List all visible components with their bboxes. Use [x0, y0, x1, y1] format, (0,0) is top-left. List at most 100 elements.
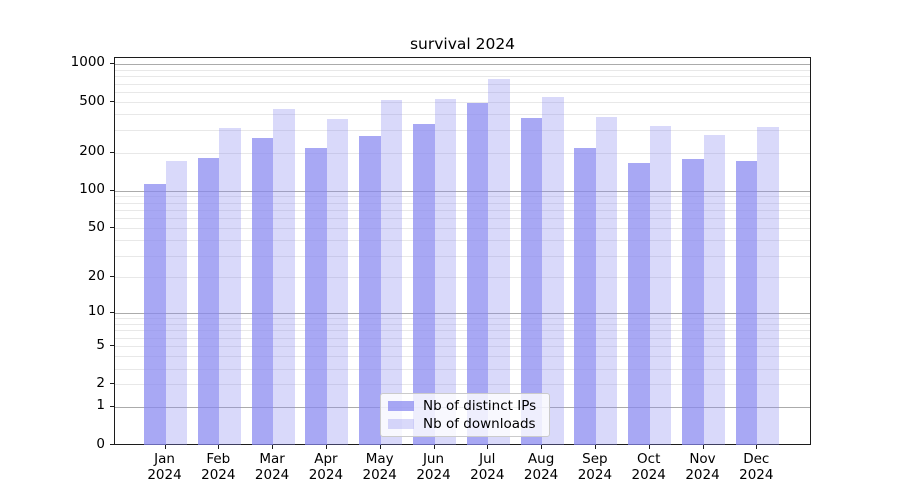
x-tick-feb	[218, 445, 220, 449]
y-tick-label-0: 0	[96, 435, 105, 452]
x-tick-label-line: 2024	[147, 467, 182, 483]
gridline-y-80	[115, 202, 810, 204]
x-tick-mar	[272, 445, 274, 449]
gridline-y-8	[115, 323, 810, 325]
y-tick-100	[110, 189, 114, 191]
y-tick-label-50: 50	[87, 218, 105, 235]
bar-distinct-ips-feb	[197, 157, 220, 445]
bar-distinct-ips-aug	[520, 117, 543, 445]
x-tick-label-line: 2024	[308, 467, 344, 483]
x-tick-label-line: 2024	[416, 467, 451, 483]
gridline-y-800	[115, 76, 810, 78]
x-tick-label-jul: Jul 2024	[455, 451, 519, 483]
y-tick-label-20: 20	[87, 267, 105, 284]
legend-entry-distinct-ips: Nb of distinct IPs	[388, 399, 542, 413]
x-tick-label-line: 2024	[577, 467, 613, 483]
x-tick-label-feb: Feb 2024	[186, 451, 250, 483]
bar-downloads-may	[380, 100, 403, 445]
gridline-y-6	[115, 337, 810, 339]
x-tick-sep	[594, 445, 596, 449]
y-tick-200	[110, 151, 114, 153]
x-tick-apr	[325, 445, 327, 449]
bar-downloads-dec	[757, 127, 779, 445]
bar-distinct-ips-jun	[413, 124, 435, 445]
gridline-y-60	[115, 218, 810, 220]
x-tick-label-line: Mar	[259, 451, 285, 467]
gridline-y-100	[115, 190, 810, 192]
bar-downloads-aug	[542, 97, 564, 445]
x-tick-label-line: 2024	[631, 467, 666, 483]
x-tick-label-sep: Sep 2024	[563, 451, 627, 483]
legend: Nb of distinct IPs Nb of downloads	[380, 393, 550, 437]
y-tick-0	[110, 444, 114, 445]
bar-distinct-ips-sep	[574, 147, 596, 445]
bar-distinct-ips-jan	[144, 184, 166, 445]
legend-swatch-distinct-ips	[388, 401, 414, 411]
gridline-y-20	[115, 277, 810, 279]
x-tick-nov	[702, 445, 704, 449]
x-tick-label-line: 2024	[523, 467, 559, 483]
x-tick-label-line: Aug	[527, 451, 555, 467]
chart-title: survival 2024	[409, 35, 516, 53]
y-tick-1	[110, 405, 114, 407]
y-tick-label-1000: 1000	[70, 54, 105, 71]
gridline-y-90	[115, 196, 810, 198]
x-tick-may	[379, 445, 381, 449]
gridline-y-1000	[115, 63, 810, 65]
y-tick-label-100: 100	[79, 181, 105, 197]
y-tick-5	[110, 345, 114, 347]
y-tick-label-2: 2	[96, 374, 105, 391]
x-tick-label-line: May	[365, 451, 394, 467]
bar-downloads-jun	[434, 99, 456, 445]
gridline-y-900	[115, 69, 810, 71]
bar-distinct-ips-may	[359, 136, 381, 445]
bar-distinct-ips-nov	[682, 158, 704, 445]
x-tick-jul	[487, 445, 489, 449]
x-tick-label-line: Oct	[637, 451, 661, 467]
gridline-y-300	[115, 130, 810, 132]
x-tick-label-line: 2024	[254, 467, 290, 483]
x-tick-label-line: Jan	[154, 451, 175, 467]
legend-swatch-downloads	[388, 419, 414, 429]
x-tick-label-aug: Aug 2024	[509, 451, 573, 483]
x-tick-label-line: 2024	[685, 467, 720, 483]
x-tick-label-line: Dec	[743, 451, 770, 467]
x-tick-label-line: Jun	[422, 451, 445, 467]
gridline-y-400	[115, 114, 810, 116]
y-tick-label-5: 5	[96, 336, 105, 353]
legend-label-downloads: Nb of downloads	[423, 416, 536, 432]
bar-downloads-feb	[219, 128, 241, 445]
x-tick-label-jun: Jun 2024	[402, 451, 466, 483]
y-tick-label-500: 500	[79, 92, 105, 109]
y-tick-1000	[110, 62, 114, 64]
y-tick-500	[110, 101, 114, 103]
gridline-y-30	[115, 255, 810, 257]
legend-entry-downloads: Nb of downloads	[388, 417, 542, 431]
bar-downloads-mar	[273, 108, 295, 445]
x-tick-label-apr: Apr 2024	[294, 451, 358, 483]
y-tick-20	[110, 276, 114, 278]
gridline-y-500	[115, 102, 810, 104]
x-tick-label-dec: Dec 2024	[724, 451, 788, 483]
x-tick-label-jan: Jan 2024	[133, 451, 197, 483]
x-tick-label-line: 2024	[470, 467, 505, 483]
bar-distinct-ips-apr	[305, 148, 327, 445]
x-tick-label-may: May 2024	[348, 451, 412, 483]
y-tick-label-1: 1	[96, 397, 105, 414]
legend-label-distinct-ips: Nb of distinct IPs	[423, 398, 537, 414]
x-tick-label-line: Feb	[206, 451, 231, 467]
bar-distinct-ips-oct	[628, 162, 650, 445]
y-tick-label-10: 10	[87, 303, 105, 320]
gridline-y-200	[115, 152, 810, 154]
gridline-y-70	[115, 209, 810, 211]
gridline-y-50	[115, 228, 810, 230]
x-tick-dec	[756, 445, 758, 449]
x-tick-label-line: 2024	[362, 467, 397, 483]
x-tick-label-line: Jul	[479, 451, 496, 467]
gridline-y-40	[115, 240, 810, 242]
bar-downloads-sep	[595, 116, 618, 445]
x-tick-aug	[541, 445, 543, 449]
y-tick-50	[110, 227, 114, 229]
x-tick-label-line: 2024	[201, 467, 236, 483]
